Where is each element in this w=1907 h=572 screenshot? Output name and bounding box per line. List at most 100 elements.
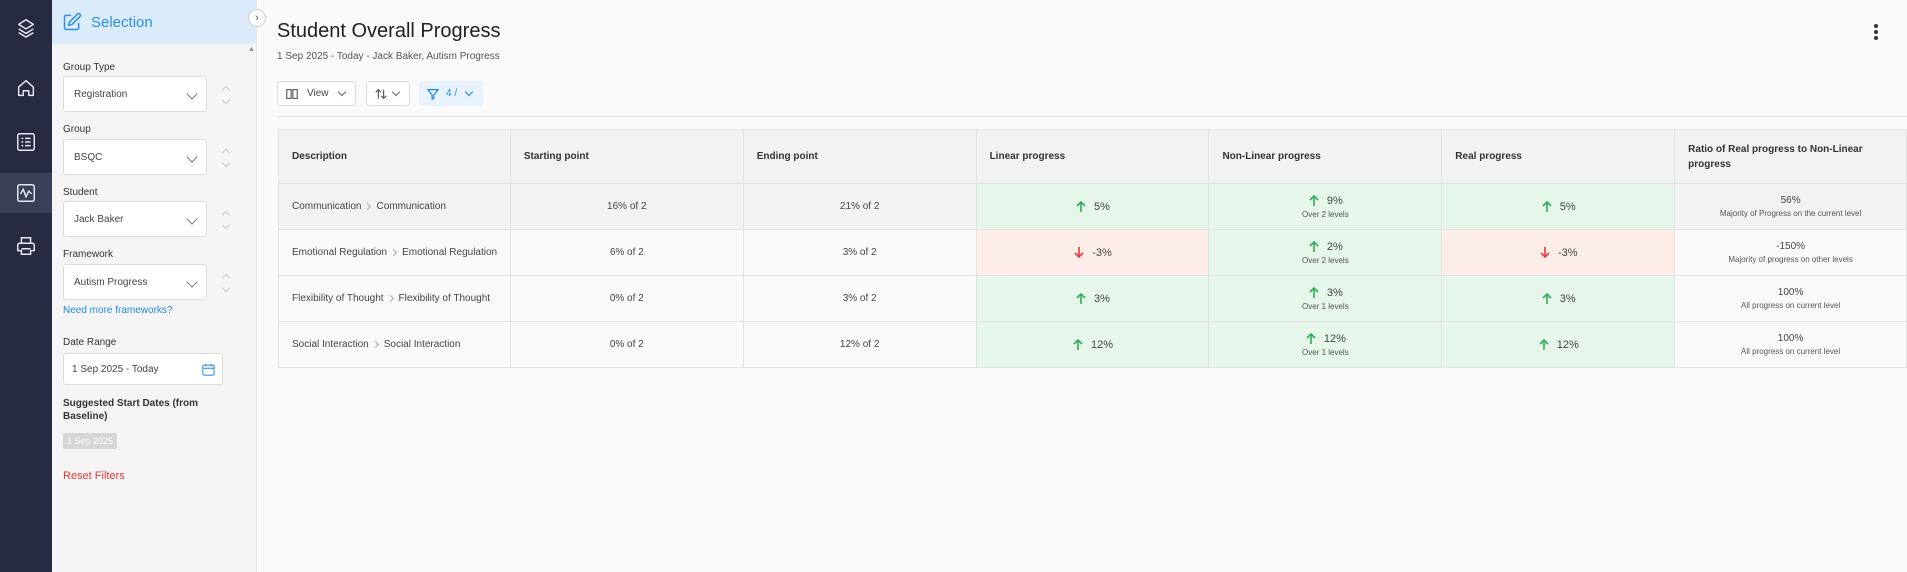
- cell-description: Communication Communication: [279, 184, 511, 230]
- chevron-down-icon: [186, 213, 198, 225]
- filter-count: 4 /: [446, 88, 458, 99]
- column-header-ratio[interactable]: Ratio of Real progress to Non-Linear pro…: [1675, 130, 1907, 184]
- nav-rail: [0, 0, 52, 572]
- group-select[interactable]: BSQC: [63, 139, 207, 175]
- table-row[interactable]: Social Interaction Social Interaction 0% o…: [279, 322, 1907, 368]
- table-header-row: Description Starting point Ending point …: [279, 130, 1907, 184]
- group-value: BSQC: [74, 151, 103, 163]
- table-row[interactable]: Emotional Regulation Emotional Regulation…: [279, 230, 1907, 276]
- non-linear-levels: Over 1 levels: [1302, 348, 1349, 357]
- ratio-note: All progress on current level: [1741, 301, 1841, 310]
- scroll-up-icon[interactable]: ▲: [248, 46, 255, 53]
- column-header-ending-point[interactable]: Ending point: [743, 130, 977, 184]
- cell-linear-progress: 3%: [976, 276, 1210, 322]
- cell-starting-point: 0% of 2: [510, 276, 744, 322]
- column-header-non-linear-progress[interactable]: Non-Linear progress: [1209, 130, 1443, 184]
- cell-real-progress: 5%: [1442, 184, 1676, 230]
- arrow-up-icon: [1542, 292, 1552, 304]
- column-header-real-progress[interactable]: Real progress: [1442, 130, 1676, 184]
- framework-select[interactable]: Autism Progress: [63, 264, 207, 300]
- cell-real-progress: 12%: [1442, 322, 1676, 368]
- cell-starting-point: 6% of 2: [510, 230, 744, 276]
- non-linear-value: 2%: [1326, 240, 1343, 253]
- arrow-down-icon: [1074, 247, 1084, 259]
- chevron-right-icon: [386, 294, 394, 303]
- date-range-label: Date Range: [63, 337, 117, 348]
- real-value: 12%: [1556, 338, 1579, 351]
- view-button[interactable]: View: [277, 81, 356, 106]
- non-linear-value: 9%: [1326, 194, 1343, 207]
- need-more-frameworks-link[interactable]: Need more frameworks?: [63, 305, 173, 316]
- date-range-value: 1 Sep 2025 - Today: [72, 363, 159, 375]
- arrow-up-icon: [1076, 292, 1086, 304]
- sort-icon: [375, 88, 387, 99]
- cell-linear-progress: 5%: [976, 184, 1210, 230]
- chevron-right-icon: [390, 248, 398, 257]
- cell-linear-progress: 12%: [976, 322, 1210, 368]
- cell-ratio: 56% Majority of Progress on the current l…: [1675, 184, 1907, 230]
- columns-icon: [286, 88, 298, 99]
- description-item: Emotional Regulation: [402, 247, 498, 258]
- arrow-up-icon: [1542, 200, 1552, 212]
- description-item: Social Interaction: [383, 339, 461, 350]
- cell-non-linear-progress: 9% Over 2 levels: [1209, 184, 1443, 230]
- edit-icon: [63, 12, 82, 31]
- framework-stepper[interactable]: [221, 270, 232, 296]
- student-stepper[interactable]: [221, 207, 232, 233]
- suggested-date-chip[interactable]: 1 Sep 2025: [63, 433, 118, 449]
- progress-table: Description Starting point Ending point …: [278, 129, 1907, 368]
- chevron-down-icon: [186, 276, 198, 288]
- cell-non-linear-progress: 2% Over 2 levels: [1209, 230, 1443, 276]
- cell-ratio: -150% Majority of progress on other level…: [1675, 230, 1907, 276]
- print-icon[interactable]: [0, 226, 52, 266]
- group-type-stepper[interactable]: [221, 82, 232, 108]
- cell-ending-point: 3% of 2: [743, 276, 977, 322]
- non-linear-levels: Over 2 levels: [1302, 256, 1349, 265]
- description-item: Communication: [376, 201, 446, 212]
- cell-starting-point: 0% of 2: [510, 322, 744, 368]
- framework-label: Framework: [63, 249, 114, 260]
- ratio-value: -150%: [1776, 241, 1806, 252]
- linear-value: 5%: [1094, 200, 1110, 213]
- arrow-up-icon: [1309, 240, 1319, 252]
- column-header-description[interactable]: Description: [279, 130, 511, 184]
- date-range-input[interactable]: 1 Sep 2025 - Today: [63, 353, 223, 385]
- page-title: Student Overall Progress: [277, 20, 501, 42]
- main-content: Student Overall Progress 1 Sep 2025 - To…: [258, 0, 1907, 572]
- filter-button[interactable]: 4 /: [419, 81, 483, 106]
- chevron-right-icon: ›: [255, 12, 259, 24]
- column-header-linear-progress[interactable]: Linear progress: [976, 130, 1210, 184]
- table-row[interactable]: Flexibility of Thought Flexibility of Tho…: [279, 276, 1907, 322]
- chevron-right-icon: [364, 202, 372, 211]
- sort-button[interactable]: [366, 81, 410, 106]
- home-icon[interactable]: [0, 68, 52, 108]
- cell-ending-point: 3% of 2: [743, 230, 977, 276]
- group-type-select[interactable]: Registration: [63, 76, 207, 112]
- column-header-starting-point[interactable]: Starting point: [510, 130, 744, 184]
- non-linear-value: 12%: [1323, 332, 1346, 345]
- group-type-label: Group Type: [63, 62, 116, 73]
- arrow-up-icon: [1306, 332, 1316, 344]
- cell-non-linear-progress: 12% Over 1 levels: [1209, 322, 1443, 368]
- arrow-up-icon: [1076, 200, 1086, 212]
- ratio-value: 56%: [1780, 195, 1801, 206]
- cell-real-progress: -3%: [1442, 230, 1676, 276]
- checklist-icon[interactable]: [0, 122, 52, 162]
- cell-ratio: 100% All progress on current level: [1675, 322, 1907, 368]
- arrow-up-icon: [1309, 286, 1319, 298]
- ratio-note: Majority of progress on other levels: [1728, 255, 1853, 264]
- more-options-icon[interactable]: [1873, 22, 1879, 42]
- activity-chart-icon[interactable]: [0, 173, 52, 213]
- collapse-panel-button[interactable]: ›: [248, 9, 266, 27]
- reset-filters-link[interactable]: Reset Filters: [63, 470, 125, 482]
- student-select[interactable]: Jack Baker: [63, 201, 207, 237]
- cell-ending-point: 21% of 2: [743, 184, 977, 230]
- chevron-down-icon: [391, 87, 401, 97]
- ratio-value: 100%: [1777, 287, 1804, 298]
- group-stepper[interactable]: [221, 145, 232, 171]
- table-row[interactable]: Communication Communication 16% of 2 21% of…: [279, 184, 1907, 230]
- calendar-icon[interactable]: [201, 362, 216, 377]
- page-subtitle: 1 Sep 2025 - Today - Jack Baker, Autism …: [277, 51, 500, 62]
- cell-non-linear-progress: 3% Over 1 levels: [1209, 276, 1443, 322]
- logo-icon[interactable]: [0, 8, 52, 48]
